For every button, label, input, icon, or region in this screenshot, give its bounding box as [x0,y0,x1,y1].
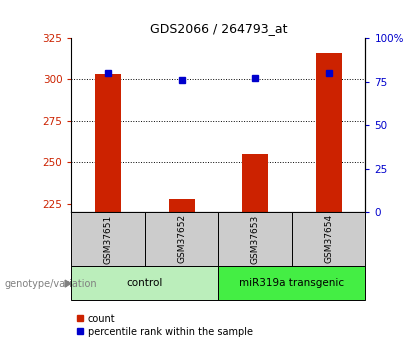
Title: GDS2066 / 264793_at: GDS2066 / 264793_at [150,22,287,36]
Polygon shape [65,280,71,287]
Text: GSM37652: GSM37652 [177,214,186,264]
Bar [218,266,365,300]
Bar [145,212,218,266]
Bar [71,266,218,300]
Text: GSM37654: GSM37654 [324,214,333,264]
Bar [292,212,365,266]
Text: miR319a transgenic: miR319a transgenic [239,278,344,288]
Bar [316,53,341,212]
Text: GSM37651: GSM37651 [104,214,113,264]
Bar [218,212,292,266]
Bar [95,75,121,212]
Bar [71,212,145,266]
Bar [242,154,268,212]
Text: genotype/variation: genotype/variation [4,279,97,288]
Text: GSM37653: GSM37653 [251,214,260,264]
Legend: count, percentile rank within the sample: count, percentile rank within the sample [76,314,253,337]
Bar [169,199,194,212]
Text: control: control [127,278,163,288]
